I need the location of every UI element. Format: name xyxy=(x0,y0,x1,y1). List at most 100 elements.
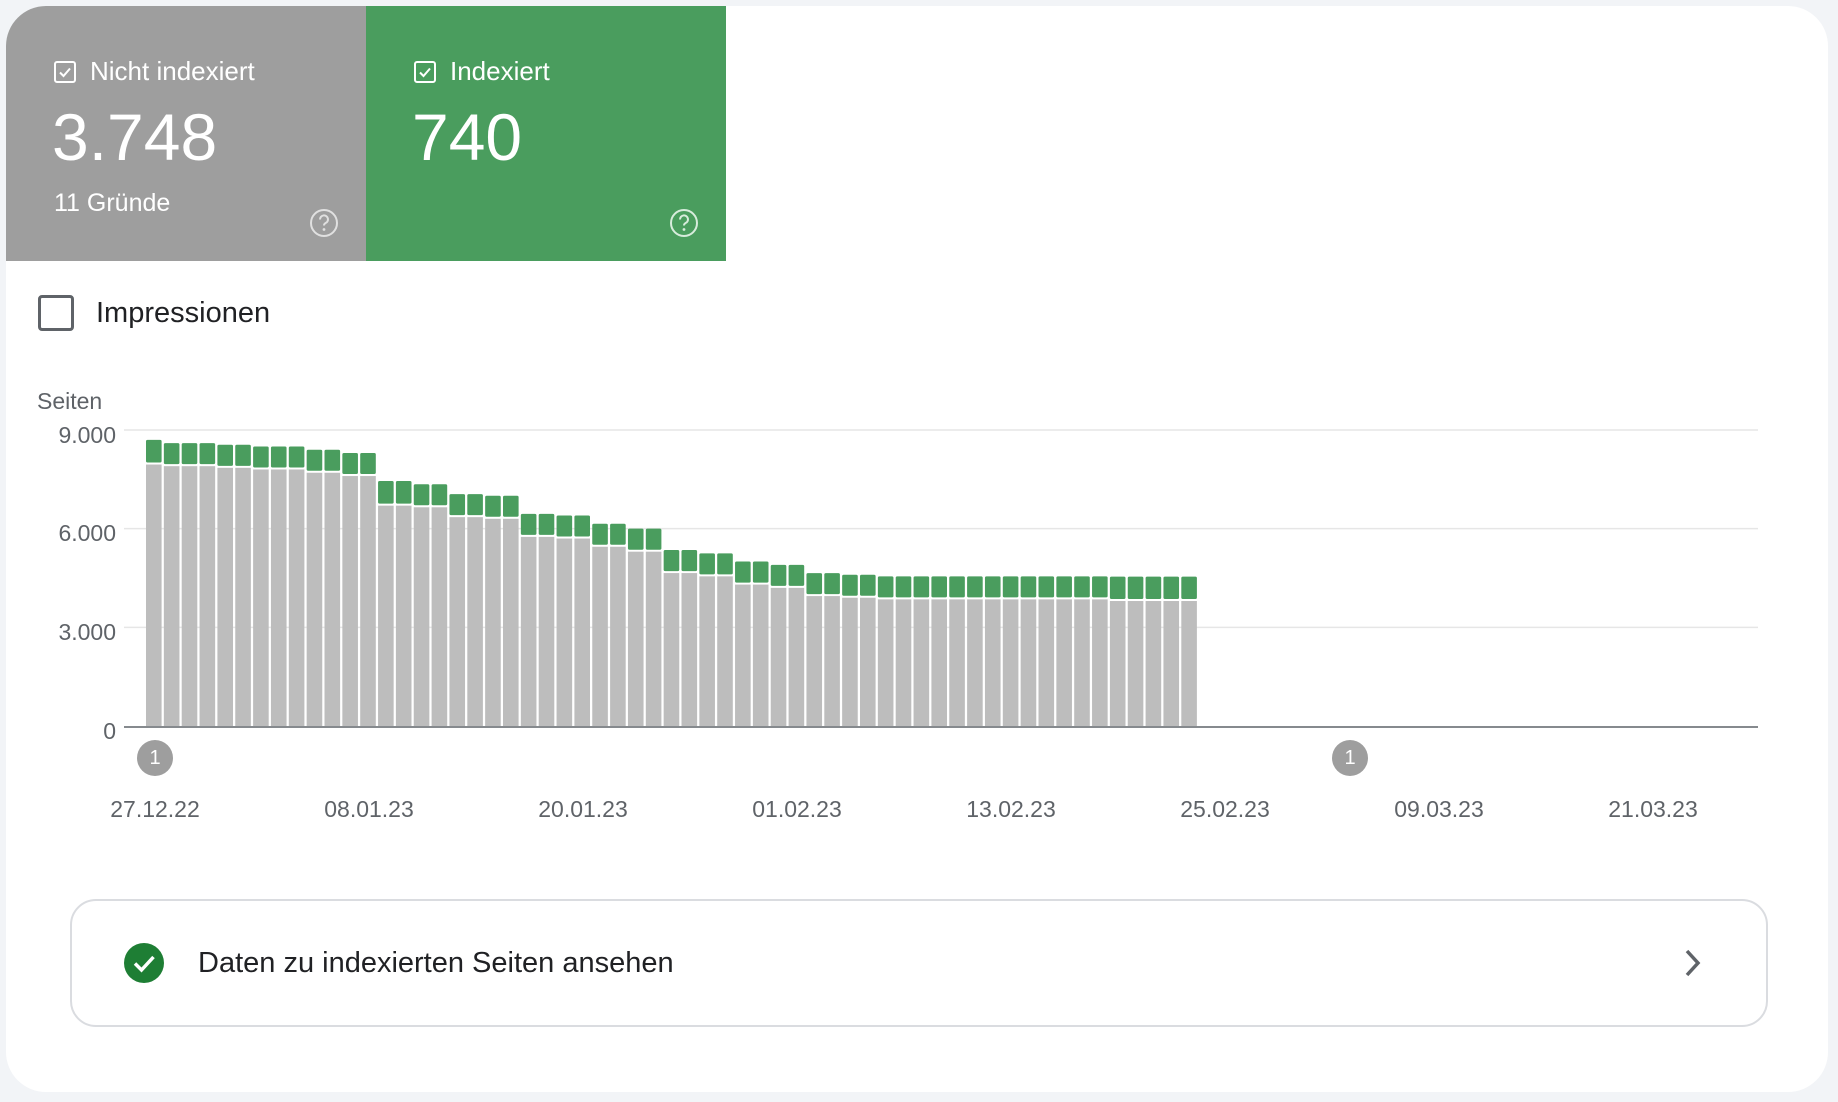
bar-indexed[interactable] xyxy=(181,443,198,465)
bar-indexed[interactable] xyxy=(645,528,662,550)
bar-not-indexed[interactable] xyxy=(949,599,965,726)
bar-indexed[interactable] xyxy=(503,495,519,517)
bar-indexed[interactable] xyxy=(592,523,608,545)
bar-indexed[interactable] xyxy=(1181,576,1197,600)
bar-not-indexed[interactable] xyxy=(1145,601,1162,726)
bar-not-indexed[interactable] xyxy=(253,469,269,726)
bar-not-indexed[interactable] xyxy=(413,507,430,726)
bar-not-indexed[interactable] xyxy=(431,507,448,726)
indexed-tile[interactable]: Indexiert 740 xyxy=(366,6,726,261)
impressions-toggle[interactable]: Impressionen xyxy=(38,295,270,331)
bar-indexed[interactable] xyxy=(717,553,733,575)
bar-indexed[interactable] xyxy=(1020,576,1037,598)
bar-not-indexed[interactable] xyxy=(752,584,769,726)
bar-indexed[interactable] xyxy=(163,443,180,465)
bar-not-indexed[interactable] xyxy=(235,467,251,726)
not-indexed-checkbox[interactable] xyxy=(54,60,76,83)
bar-indexed[interactable] xyxy=(752,561,769,583)
bar-indexed[interactable] xyxy=(663,550,680,572)
bar-indexed[interactable] xyxy=(306,449,323,471)
bar-indexed[interactable] xyxy=(1127,576,1144,600)
bar-indexed[interactable] xyxy=(449,494,466,516)
bar-not-indexed[interactable] xyxy=(467,517,483,726)
bar-not-indexed[interactable] xyxy=(699,576,715,726)
bar-not-indexed[interactable] xyxy=(1109,601,1126,726)
bar-indexed[interactable] xyxy=(735,561,751,583)
bar-indexed[interactable] xyxy=(824,573,840,595)
bar-indexed[interactable] xyxy=(431,484,448,506)
bar-indexed[interactable] xyxy=(467,494,483,516)
bar-indexed[interactable] xyxy=(984,576,1001,598)
bar-not-indexed[interactable] xyxy=(360,476,376,726)
bar-not-indexed[interactable] xyxy=(1181,601,1197,726)
bar-not-indexed[interactable] xyxy=(503,518,519,726)
bar-indexed[interactable] xyxy=(681,550,698,572)
bar-not-indexed[interactable] xyxy=(592,546,608,726)
bar-not-indexed[interactable] xyxy=(574,538,590,726)
bar-indexed[interactable] xyxy=(217,444,233,466)
bar-not-indexed[interactable] xyxy=(1056,599,1072,726)
bar-not-indexed[interactable] xyxy=(306,472,323,726)
view-indexed-pages-button[interactable]: Daten zu indexierten Seiten ansehen xyxy=(70,899,1768,1027)
bar-indexed[interactable] xyxy=(520,513,537,535)
bar-not-indexed[interactable] xyxy=(1092,599,1108,726)
bar-not-indexed[interactable] xyxy=(610,546,626,726)
bar-not-indexed[interactable] xyxy=(538,536,555,726)
bar-indexed[interactable] xyxy=(288,446,305,468)
bar-not-indexed[interactable] xyxy=(1020,599,1037,726)
bar-indexed[interactable] xyxy=(342,453,358,475)
bar-indexed[interactable] xyxy=(610,523,626,545)
bar-not-indexed[interactable] xyxy=(895,599,912,726)
bar-not-indexed[interactable] xyxy=(449,517,466,726)
bar-indexed[interactable] xyxy=(574,515,590,537)
bar-not-indexed[interactable] xyxy=(395,505,412,726)
bar-indexed[interactable] xyxy=(395,480,412,504)
bar-not-indexed[interactable] xyxy=(1002,599,1019,726)
indexed-checkbox[interactable] xyxy=(414,60,436,83)
bar-not-indexed[interactable] xyxy=(806,596,823,726)
bar-indexed[interactable] xyxy=(627,528,644,550)
bar-indexed[interactable] xyxy=(770,564,787,586)
bar-indexed[interactable] xyxy=(1074,576,1090,598)
bar-not-indexed[interactable] xyxy=(984,599,1001,726)
bar-indexed[interactable] xyxy=(270,446,287,468)
bar-indexed[interactable] xyxy=(1056,576,1072,598)
bar-not-indexed[interactable] xyxy=(931,599,947,726)
bar-not-indexed[interactable] xyxy=(181,466,198,726)
bar-indexed[interactable] xyxy=(538,513,555,535)
bar-not-indexed[interactable] xyxy=(1127,601,1144,726)
bar-not-indexed[interactable] xyxy=(324,472,341,726)
bar-indexed[interactable] xyxy=(1002,576,1019,598)
bar-not-indexed[interactable] xyxy=(1074,599,1090,726)
bar-not-indexed[interactable] xyxy=(735,584,751,726)
bar-not-indexed[interactable] xyxy=(770,587,787,726)
bar-not-indexed[interactable] xyxy=(217,467,233,726)
bar-indexed[interactable] xyxy=(895,576,912,598)
bar-indexed[interactable] xyxy=(860,574,876,596)
bar-indexed[interactable] xyxy=(413,484,430,506)
help-icon[interactable] xyxy=(309,208,339,238)
bar-not-indexed[interactable] xyxy=(681,573,698,726)
bar-not-indexed[interactable] xyxy=(1163,601,1180,726)
bar-indexed[interactable] xyxy=(378,480,394,504)
bar-indexed[interactable] xyxy=(931,576,947,598)
bar-indexed[interactable] xyxy=(360,453,376,475)
bar-indexed[interactable] xyxy=(199,443,216,465)
bar-not-indexed[interactable] xyxy=(520,536,537,726)
bar-indexed[interactable] xyxy=(1092,576,1108,598)
bar-not-indexed[interactable] xyxy=(663,573,680,726)
bar-not-indexed[interactable] xyxy=(717,576,733,726)
bar-not-indexed[interactable] xyxy=(860,597,876,726)
bar-not-indexed[interactable] xyxy=(842,597,858,726)
bar-indexed[interactable] xyxy=(1163,576,1180,600)
bar-indexed[interactable] xyxy=(485,495,501,517)
bar-indexed[interactable] xyxy=(1109,576,1126,600)
bar-indexed[interactable] xyxy=(949,576,965,598)
bar-indexed[interactable] xyxy=(146,439,162,463)
bar-not-indexed[interactable] xyxy=(967,599,983,726)
bar-not-indexed[interactable] xyxy=(627,551,644,726)
annotation-marker[interactable]: 1 xyxy=(1332,740,1368,776)
bar-indexed[interactable] xyxy=(806,573,823,595)
bar-indexed[interactable] xyxy=(1038,576,1055,598)
bar-not-indexed[interactable] xyxy=(199,466,216,726)
